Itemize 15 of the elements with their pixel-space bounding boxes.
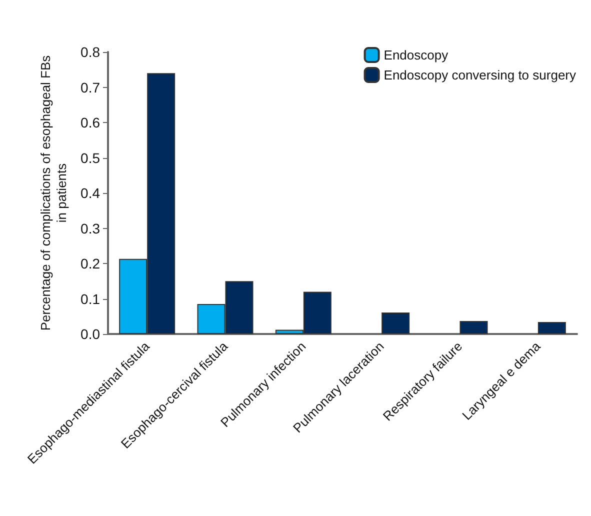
y-axis-title: Percentage of complications of esophageal FBs in patients — [38, 54, 70, 331]
legend-label: Endoscopy — [384, 48, 449, 62]
bar — [538, 322, 566, 334]
y-tick-label: 0.6 — [80, 114, 100, 130]
y-tick-label: 0.5 — [80, 150, 100, 166]
y-tick-label: 0.1 — [80, 290, 100, 307]
bar — [382, 312, 410, 334]
y-tick-label: 0.7 — [80, 79, 100, 96]
y-tick-label: 0.3 — [80, 220, 100, 236]
y-tick-label: 0.2 — [80, 256, 100, 272]
y-tick-label: 0.4 — [80, 185, 100, 201]
bar — [460, 320, 488, 334]
y-tick-label: 0.8 — [80, 44, 100, 60]
text: 0.0 — [80, 326, 100, 342]
legend-label: Endoscopy conversing to surgery — [384, 68, 576, 82]
